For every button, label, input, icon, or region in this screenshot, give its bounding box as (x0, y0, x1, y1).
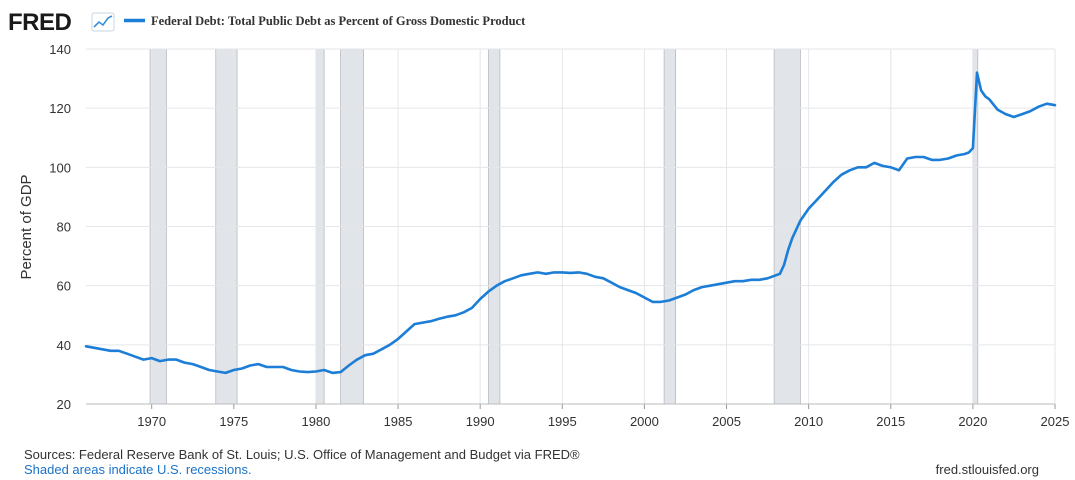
y-tick-label: 60 (57, 279, 71, 294)
x-tick-label: 1985 (384, 414, 413, 429)
y-tick-label: 20 (57, 397, 71, 412)
fred-logo[interactable]: FRED (8, 9, 115, 36)
y-axis-label: Percent of GDP (18, 174, 35, 279)
y-tick-label: 40 (57, 338, 71, 353)
y-tick-label: 120 (49, 101, 71, 116)
series-layer (84, 71, 1057, 375)
x-tick-label: 2010 (794, 414, 823, 429)
x-tick-label: 2005 (712, 414, 741, 429)
recession-note-link[interactable]: Shaded areas indicate U.S. recessions. (24, 462, 252, 477)
site-url-link[interactable]: fred.stlouisfed.org (935, 462, 1039, 477)
sources-text: Sources: Federal Reserve Bank of St. Lou… (24, 447, 580, 462)
fred-logo-text: FRED (8, 9, 72, 36)
x-tick-label: 2020 (958, 414, 987, 429)
axis-ticks: 20 40 60 80 100 120 140 1970 1975 1980 1985 1990 199… (49, 42, 1069, 429)
x-tick-label: 1975 (219, 414, 248, 429)
x-tick-label: 2000 (630, 414, 659, 429)
series-title: Federal Debt: Total Public Debt as Perce… (151, 14, 526, 28)
gridlines (86, 48, 1056, 409)
x-tick-label: 1980 (301, 414, 330, 429)
x-tick-label: 2015 (876, 414, 905, 429)
y-tick-label: 140 (49, 42, 71, 57)
fred-logo-graph-icon (91, 12, 115, 32)
x-tick-label: 2025 (1041, 414, 1070, 429)
x-tick-label: 1970 (137, 414, 166, 429)
x-tick-label: 1990 (466, 414, 495, 429)
y-tick-label: 100 (49, 160, 71, 175)
series-line[interactable] (84, 71, 1057, 375)
y-tick-label: 80 (57, 220, 71, 235)
x-tick-label: 1995 (548, 414, 577, 429)
